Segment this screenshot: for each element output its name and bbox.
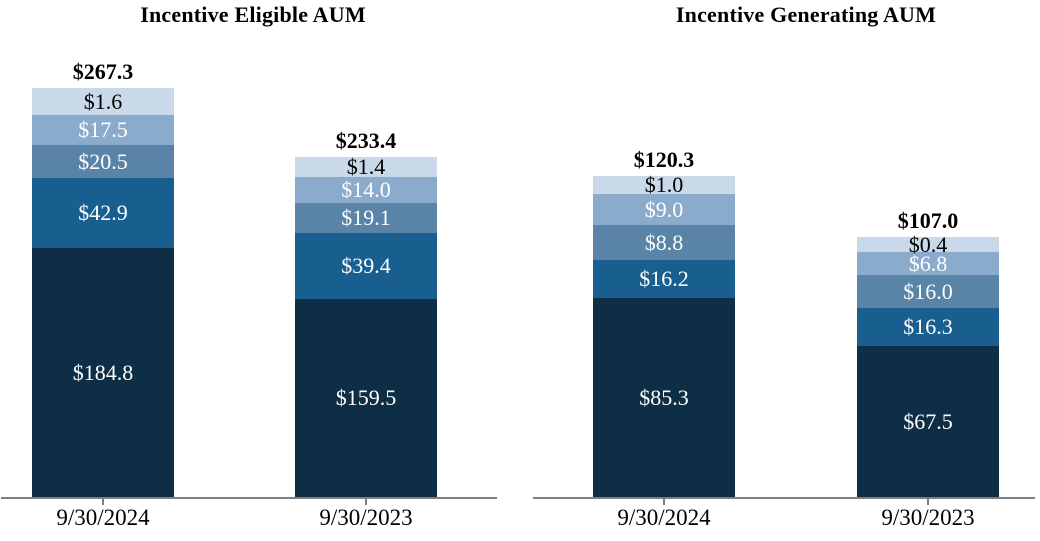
stacked-bar: $1.6 $17.5 $20.5 $42.9 $184.8 bbox=[32, 88, 174, 497]
bar-segment: $1.0 bbox=[593, 172, 735, 197]
x-axis-category-label: 9/30/2024 bbox=[617, 505, 711, 530]
segment-value-label: $42.9 bbox=[78, 200, 128, 225]
bar-segment: $39.4 bbox=[295, 233, 437, 299]
stacked-bar: $0.4 $6.8 $16.0 $16.3 $67.5 bbox=[857, 233, 999, 497]
segment-value-label: $19.1 bbox=[341, 205, 391, 230]
segment-value-label: $159.5 bbox=[335, 385, 397, 410]
stacked-bar: $1.4 $14.0 $19.1 $39.4 $159.5 bbox=[295, 154, 437, 497]
bar-segment: $19.1 bbox=[295, 203, 437, 233]
segment-value-label: $1.6 bbox=[83, 88, 123, 114]
segment-value-label: $0.4 bbox=[908, 231, 948, 257]
segment-value-label: $20.5 bbox=[78, 148, 128, 174]
bar-segment: $85.3 bbox=[593, 298, 735, 497]
segment-value-label: $9.0 bbox=[644, 196, 684, 222]
segment-value-label: $16.3 bbox=[903, 314, 953, 339]
bar-total-label: $120.3 bbox=[633, 147, 695, 172]
bar-segment: $1.4 bbox=[295, 154, 437, 179]
bar-segment: $6.8 bbox=[857, 252, 999, 275]
x-axis-category-label: 9/30/2024 bbox=[56, 505, 150, 530]
bar-segment: $16.3 bbox=[857, 308, 999, 346]
x-axis-line bbox=[533, 497, 1035, 499]
bar-total-label: $233.4 bbox=[335, 128, 397, 153]
segment-value-label: $6.8 bbox=[908, 250, 948, 276]
bar-segment: $16.0 bbox=[857, 275, 999, 308]
stacked-bar: $1.0 $9.0 $8.8 $16.2 $85.3 bbox=[593, 172, 735, 497]
bar-segment: $67.5 bbox=[857, 346, 999, 497]
segment-value-label: $14.0 bbox=[341, 177, 391, 202]
segment-value-label: $184.8 bbox=[72, 359, 134, 385]
x-axis-tick bbox=[365, 499, 367, 505]
bar-segment: $184.8 bbox=[32, 248, 174, 497]
segment-value-label: $85.3 bbox=[639, 384, 689, 410]
segment-value-label: $17.5 bbox=[78, 117, 128, 142]
segment-value-label: $8.8 bbox=[644, 229, 684, 255]
x-axis-tick bbox=[102, 499, 104, 505]
chart-title-incentive-generating-aum: Incentive Generating AUM bbox=[675, 2, 937, 27]
bar-segment: $9.0 bbox=[593, 194, 735, 225]
bar-segment: $14.0 bbox=[295, 177, 437, 203]
bar-segment: $20.5 bbox=[32, 145, 174, 178]
segment-value-label: $39.4 bbox=[341, 253, 391, 278]
segment-value-label: $1.0 bbox=[644, 172, 684, 197]
x-axis-category-label: 9/30/2023 bbox=[319, 505, 413, 530]
bar-segment: $0.4 bbox=[857, 233, 999, 255]
bar-segment: $1.6 bbox=[32, 88, 174, 115]
x-axis-tick bbox=[663, 499, 665, 505]
x-axis-tick bbox=[927, 499, 929, 505]
bar-segment: $42.9 bbox=[32, 178, 174, 248]
segment-value-label: $16.0 bbox=[903, 278, 953, 304]
bar-total-label: $267.3 bbox=[72, 59, 134, 84]
bar-segment: $8.8 bbox=[593, 225, 735, 260]
bar-segment: $159.5 bbox=[295, 299, 437, 497]
x-axis-line bbox=[1, 497, 497, 499]
bar-segment: $17.5 bbox=[32, 115, 174, 145]
bar-total-label: $107.0 bbox=[897, 208, 959, 233]
x-axis-category-label: 9/30/2023 bbox=[881, 505, 975, 530]
chart-title-incentive-eligible-aum: Incentive Eligible AUM bbox=[140, 2, 366, 27]
segment-value-label: $67.5 bbox=[903, 408, 953, 434]
bar-segment: $16.2 bbox=[593, 260, 735, 298]
segment-value-label: $1.4 bbox=[346, 154, 386, 179]
segment-value-label: $16.2 bbox=[639, 266, 689, 291]
